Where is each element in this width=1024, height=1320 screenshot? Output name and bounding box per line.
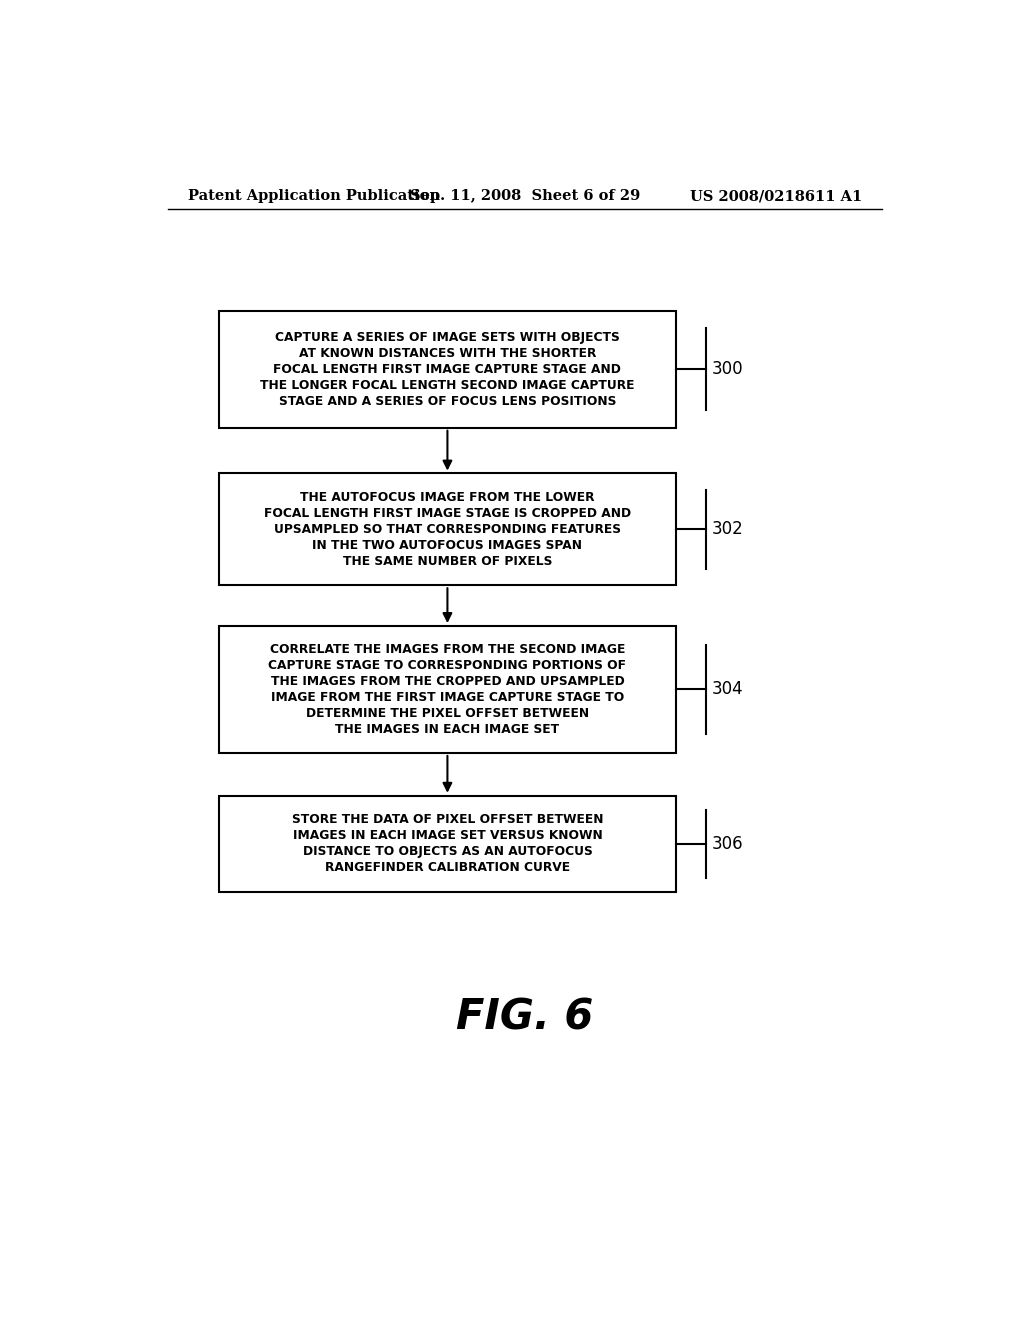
FancyBboxPatch shape bbox=[219, 312, 676, 428]
Text: FIG. 6: FIG. 6 bbox=[456, 997, 594, 1039]
Text: Patent Application Publication: Patent Application Publication bbox=[187, 189, 439, 203]
Text: CORRELATE THE IMAGES FROM THE SECOND IMAGE
CAPTURE STAGE TO CORRESPONDING PORTIO: CORRELATE THE IMAGES FROM THE SECOND IMA… bbox=[268, 643, 627, 737]
Text: THE AUTOFOCUS IMAGE FROM THE LOWER
FOCAL LENGTH FIRST IMAGE STAGE IS CROPPED AND: THE AUTOFOCUS IMAGE FROM THE LOWER FOCAL… bbox=[264, 491, 631, 568]
Text: 300: 300 bbox=[712, 360, 743, 379]
Text: 306: 306 bbox=[712, 836, 743, 853]
Text: Sep. 11, 2008  Sheet 6 of 29: Sep. 11, 2008 Sheet 6 of 29 bbox=[410, 189, 640, 203]
FancyBboxPatch shape bbox=[219, 626, 676, 752]
Text: US 2008/0218611 A1: US 2008/0218611 A1 bbox=[690, 189, 862, 203]
Text: 302: 302 bbox=[712, 520, 743, 539]
FancyBboxPatch shape bbox=[219, 796, 676, 892]
Text: CAPTURE A SERIES OF IMAGE SETS WITH OBJECTS
AT KNOWN DISTANCES WITH THE SHORTER
: CAPTURE A SERIES OF IMAGE SETS WITH OBJE… bbox=[260, 331, 635, 408]
FancyBboxPatch shape bbox=[219, 474, 676, 585]
Text: 304: 304 bbox=[712, 681, 743, 698]
Text: STORE THE DATA OF PIXEL OFFSET BETWEEN
IMAGES IN EACH IMAGE SET VERSUS KNOWN
DIS: STORE THE DATA OF PIXEL OFFSET BETWEEN I… bbox=[292, 813, 603, 874]
